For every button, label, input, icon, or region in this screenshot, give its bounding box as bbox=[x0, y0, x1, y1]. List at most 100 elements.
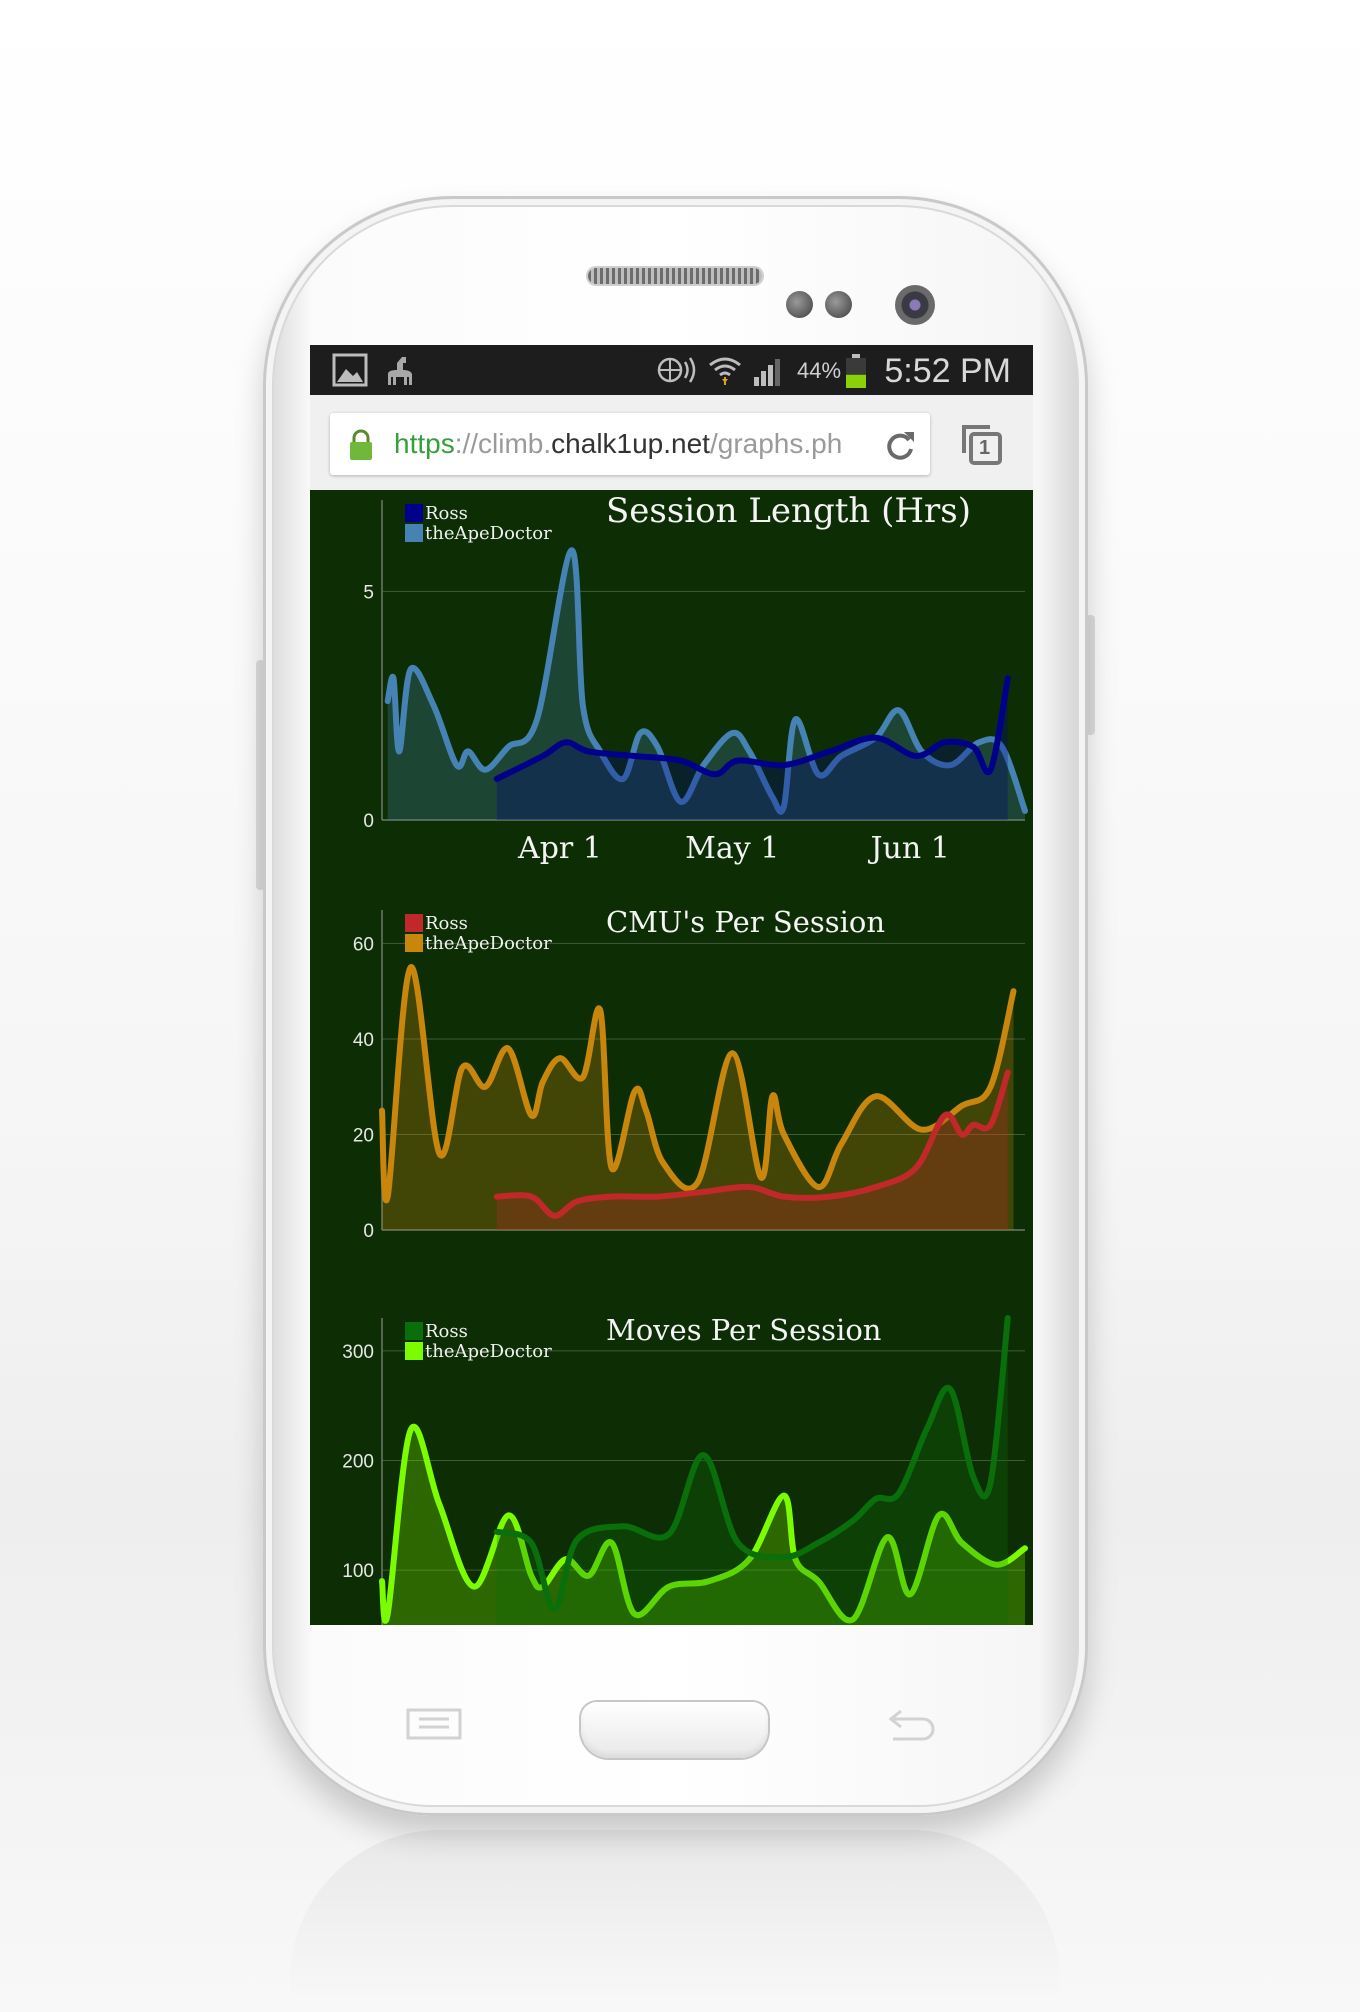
data-point bbox=[731, 732, 733, 734]
data-point bbox=[898, 709, 900, 711]
data-point bbox=[438, 1153, 440, 1155]
alpaca-icon bbox=[388, 357, 412, 385]
data-point bbox=[611, 1542, 613, 1544]
data-point bbox=[582, 705, 584, 707]
data-point bbox=[909, 1593, 911, 1595]
legend-label: theApeDoctor bbox=[425, 1341, 552, 1362]
data-point bbox=[387, 700, 389, 702]
data-point bbox=[794, 1558, 796, 1560]
data-point bbox=[817, 773, 819, 775]
x-tick-label: Jun 1 bbox=[868, 831, 950, 866]
y-tick-label: 300 bbox=[342, 1342, 374, 1363]
data-point bbox=[708, 1580, 710, 1582]
series-line-1 bbox=[493, 1315, 1011, 1612]
data-point bbox=[840, 1143, 842, 1145]
data-point bbox=[622, 778, 624, 780]
data-point bbox=[507, 1514, 509, 1516]
series-area-2 bbox=[382, 967, 1014, 1230]
data-point bbox=[662, 1162, 664, 1164]
data-point bbox=[840, 755, 842, 757]
chart-title: Session Length (Hrs) bbox=[606, 491, 971, 531]
legend-swatch bbox=[405, 934, 423, 952]
data-point bbox=[714, 773, 716, 775]
wifi-icon bbox=[709, 357, 741, 385]
data-point bbox=[668, 1586, 670, 1588]
data-point bbox=[387, 1613, 389, 1615]
data-point bbox=[530, 1114, 532, 1116]
reload-icon[interactable] bbox=[882, 428, 916, 462]
data-point bbox=[381, 1110, 383, 1112]
status-bar: 44% 5:52 PM bbox=[310, 345, 1033, 395]
y-tick-label: 200 bbox=[342, 1452, 374, 1473]
data-point bbox=[467, 750, 469, 752]
data-point bbox=[771, 1095, 773, 1097]
data-point bbox=[731, 1052, 733, 1054]
data-point bbox=[398, 750, 400, 752]
y-tick-label: 20 bbox=[353, 1125, 374, 1146]
home-button[interactable] bbox=[581, 1702, 768, 1758]
series-line-1 bbox=[493, 675, 1011, 782]
y-tick-label: 0 bbox=[363, 1221, 374, 1242]
phone-reflection bbox=[290, 1830, 1060, 2000]
data-point bbox=[410, 668, 412, 670]
data-point bbox=[611, 1196, 613, 1198]
nfc-icon bbox=[657, 357, 696, 383]
menu-key-icon[interactable] bbox=[405, 1707, 463, 1741]
data-point bbox=[990, 769, 992, 771]
data-point bbox=[703, 764, 704, 766]
data-point bbox=[972, 1476, 974, 1478]
back-key-icon[interactable] bbox=[885, 1705, 941, 1741]
data-point bbox=[1007, 1071, 1009, 1073]
data-point bbox=[737, 760, 739, 762]
data-point bbox=[875, 1186, 877, 1188]
data-point bbox=[484, 769, 486, 771]
data-point bbox=[588, 750, 590, 752]
y-tick-label: 60 bbox=[353, 934, 374, 955]
url-subdomain: ://climb. bbox=[454, 428, 552, 459]
data-point bbox=[553, 1608, 555, 1610]
data-point bbox=[507, 746, 509, 748]
data-point bbox=[410, 966, 412, 968]
data-point bbox=[634, 1090, 636, 1092]
data-point bbox=[507, 1048, 509, 1050]
data-point bbox=[972, 1124, 974, 1126]
tabs-button[interactable]: 1 bbox=[960, 423, 1004, 467]
data-point bbox=[737, 1542, 739, 1544]
data-point bbox=[576, 1538, 578, 1540]
data-point bbox=[387, 1196, 389, 1198]
data-point bbox=[1013, 990, 1015, 992]
data-point bbox=[921, 750, 923, 752]
data-point bbox=[582, 1076, 584, 1078]
series-area-1 bbox=[496, 1072, 1008, 1230]
data-point bbox=[783, 1556, 785, 1558]
data-point bbox=[949, 1388, 951, 1390]
data-point bbox=[588, 1575, 590, 1577]
data-point bbox=[748, 1558, 750, 1560]
data-point bbox=[915, 1167, 917, 1169]
data-point bbox=[794, 718, 796, 720]
data-point bbox=[565, 741, 567, 743]
chart-title: CMU's Per Session bbox=[606, 905, 885, 939]
power-button bbox=[1086, 615, 1095, 735]
data-point bbox=[703, 1454, 704, 1456]
data-point bbox=[530, 1542, 532, 1544]
legend-label: Ross bbox=[425, 913, 468, 934]
data-point bbox=[599, 1009, 601, 1011]
data-point bbox=[381, 1580, 383, 1582]
data-point bbox=[817, 1542, 819, 1544]
data-point bbox=[875, 1498, 877, 1500]
data-point bbox=[944, 741, 946, 743]
data-point bbox=[972, 746, 974, 748]
light-sensor bbox=[825, 291, 852, 318]
data-point bbox=[410, 1429, 412, 1431]
data-point bbox=[961, 1133, 963, 1135]
legend-swatch bbox=[405, 1342, 423, 1360]
data-point bbox=[748, 1186, 750, 1188]
address-bar[interactable]: https://climb.chalk1up.net/graphs.ph bbox=[330, 413, 930, 475]
y-tick-label: 5 bbox=[363, 582, 374, 603]
data-point bbox=[496, 1531, 498, 1533]
data-point bbox=[657, 746, 659, 748]
data-point bbox=[703, 1191, 704, 1193]
data-point bbox=[496, 778, 498, 780]
